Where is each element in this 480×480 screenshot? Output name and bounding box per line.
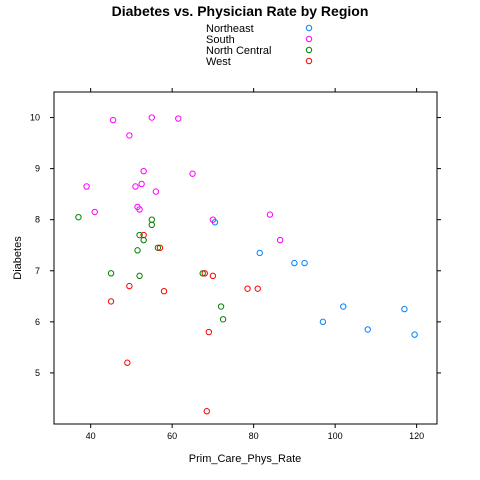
data-point-west — [209, 272, 217, 280]
plot-panel — [53, 91, 438, 425]
data-point-north-central — [199, 270, 206, 277]
data-point-west — [201, 270, 208, 277]
legend-marker — [305, 57, 313, 65]
data-point-northeast — [364, 326, 371, 333]
data-point-south — [276, 236, 284, 244]
legend-marker — [305, 35, 313, 43]
data-point-north-central — [217, 303, 225, 310]
chart-title: Diabetes vs. Physician Rate by Region — [112, 3, 369, 19]
data-point-south — [134, 203, 141, 211]
data-point-south — [266, 211, 274, 218]
data-point-north-central — [136, 272, 143, 280]
data-point-north-central — [107, 270, 115, 277]
y-tick-label: 6 — [35, 317, 40, 327]
legend-marker — [305, 24, 313, 32]
axis-ticks: 40 60 80 100 120 5 6 7 8 9 10 — [30, 88, 441, 441]
data-point-northeast — [256, 249, 263, 257]
data-point-south — [126, 132, 133, 139]
data-point-south — [132, 183, 139, 190]
x-tick-label: 80 — [249, 431, 259, 441]
data-point-west — [156, 244, 164, 251]
legend-label: North Central — [206, 45, 271, 57]
x-tick-label: 40 — [86, 431, 96, 441]
data-point-south — [138, 180, 145, 188]
data-point-south — [140, 167, 147, 175]
data-point-west — [140, 231, 147, 239]
data-point-south — [189, 170, 196, 177]
data-point-north-central — [148, 216, 155, 223]
data-point-west — [254, 285, 261, 292]
data-point-north-central — [154, 244, 162, 251]
data-point-west — [203, 408, 210, 415]
data-point-north-central — [75, 213, 82, 221]
data-point-south — [91, 208, 98, 216]
y-tick-label: 5 — [35, 368, 40, 378]
x-tick-label: 60 — [167, 431, 177, 441]
legend-label: South — [206, 34, 235, 46]
data-point-north-central — [148, 221, 155, 229]
data-point-west — [205, 328, 213, 336]
data-point-north-central — [136, 231, 143, 239]
data-point-northeast — [401, 305, 408, 313]
data-point-south — [152, 188, 160, 195]
data-point-west — [124, 359, 131, 366]
legend-label: Northeast — [206, 23, 254, 35]
data-point-south — [209, 216, 217, 223]
y-tick-label: 9 — [35, 164, 40, 174]
legend-marker — [305, 46, 313, 54]
y-tick-label: 10 — [30, 113, 40, 123]
data-point-west — [160, 288, 168, 295]
data-point-northeast — [411, 331, 418, 338]
data-point-west — [107, 298, 115, 305]
data-points — [75, 114, 418, 415]
y-axis-title: Diabetes — [12, 236, 24, 280]
data-point-south — [83, 183, 90, 190]
data-point-south — [109, 116, 117, 124]
y-tick-label: 7 — [35, 266, 40, 276]
data-point-northeast — [340, 303, 347, 310]
data-point-north-central — [219, 316, 227, 323]
data-point-north-central — [140, 236, 147, 244]
data-point-northeast — [301, 259, 308, 267]
x-tick-label: 100 — [328, 431, 343, 441]
data-point-north-central — [134, 247, 141, 254]
legend-label: West — [206, 56, 231, 68]
data-point-south — [148, 114, 155, 121]
data-point-northeast — [319, 318, 327, 326]
y-tick-label: 8 — [35, 215, 40, 225]
data-point-west — [126, 282, 133, 290]
data-point-northeast — [291, 259, 298, 267]
x-axis-title: Prim_Care_Phys_Rate — [189, 453, 302, 465]
data-point-west — [244, 285, 251, 292]
data-point-south — [175, 115, 182, 122]
x-tick-label: 120 — [409, 431, 424, 441]
